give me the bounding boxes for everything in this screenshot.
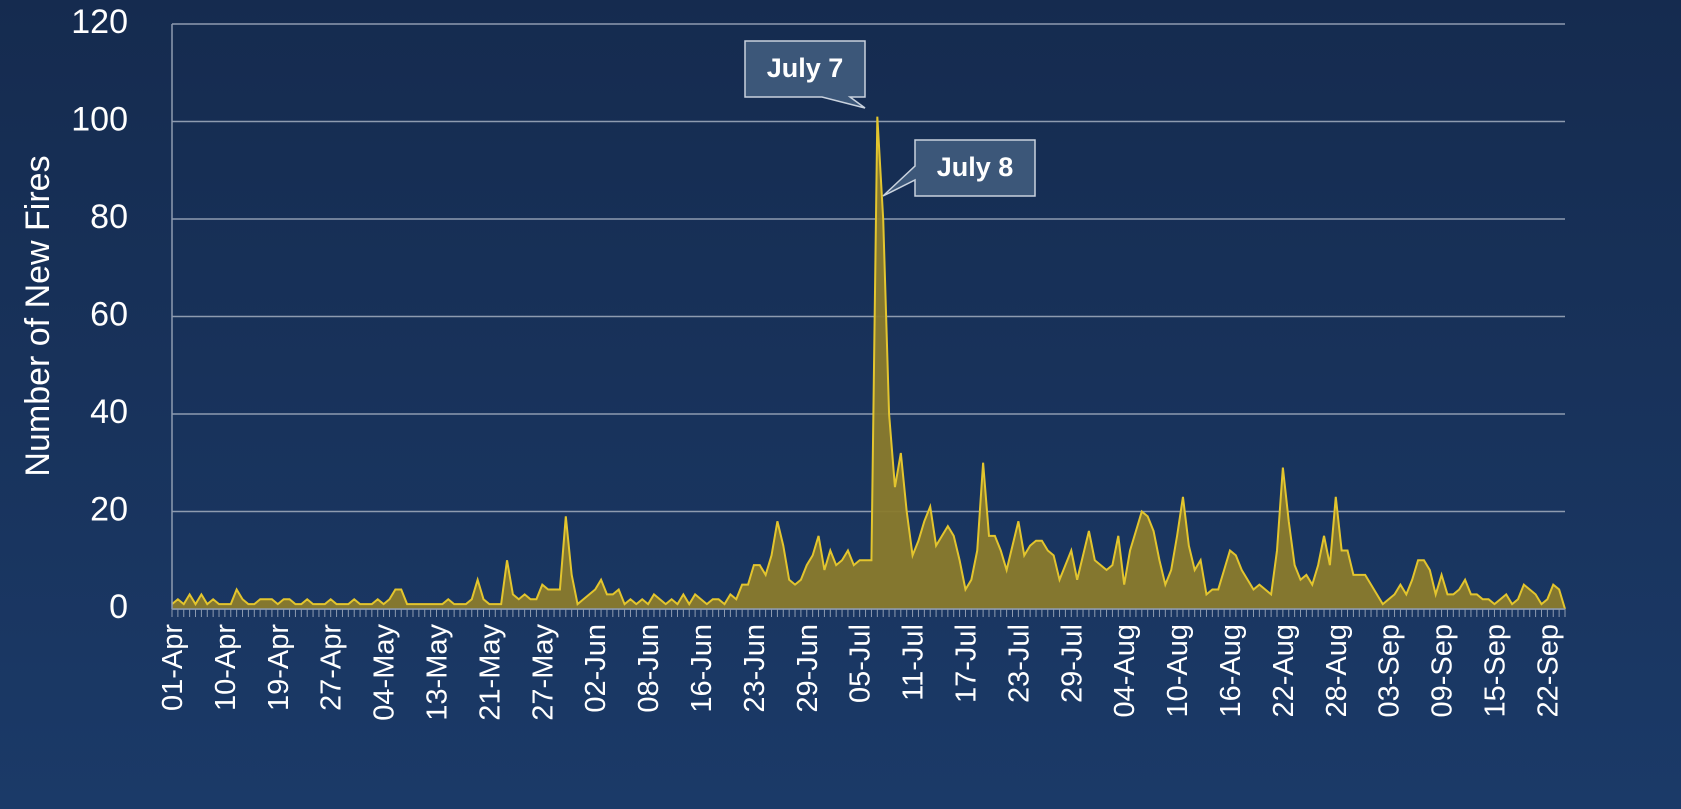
- line: [171, 116, 1566, 610]
- x-minor-ticks: [171, 609, 1566, 617]
- x-tick-label: 08-Jun: [633, 624, 665, 713]
- x-tick-label: 22-Sep: [1532, 624, 1564, 718]
- callout-box: [744, 40, 866, 109]
- x-tick-label: 29-Jul: [1056, 624, 1088, 703]
- y-tick-label: 40: [90, 393, 128, 431]
- y-tick-label: 20: [90, 490, 128, 528]
- y-tick-label: 100: [71, 100, 128, 138]
- x-tick-label: 23-Jun: [739, 624, 771, 713]
- x-tick-label: 23-Jul: [1003, 624, 1035, 703]
- x-tick-label: 01-Apr: [157, 624, 189, 711]
- x-tick-label: 22-Aug: [1268, 624, 1300, 718]
- x-tick-label: 04-Aug: [1109, 624, 1141, 718]
- callout-box: [882, 139, 1036, 197]
- y-tick-label: 0: [109, 588, 128, 626]
- x-tick-label: 13-May: [421, 624, 453, 721]
- x-tick-label: 04-May: [369, 624, 401, 721]
- x-tick-label: 28-Aug: [1321, 624, 1353, 718]
- callout-july-7: July 7: [744, 40, 866, 109]
- plot-area: [171, 116, 1566, 610]
- x-tick-label: 11-Jul: [898, 624, 930, 701]
- annotation: July 8: [937, 152, 1014, 182]
- x-tick-label: 03-Sep: [1374, 624, 1406, 718]
- axes: 0 20 40 60 80 100 120 01-Apr 10-Apr 19-Apr 27-Apr 0…: [71, 3, 1566, 721]
- callout-july-8: July 8: [882, 139, 1036, 197]
- y-tick-label: 80: [90, 198, 128, 236]
- y-tick-label: 120: [71, 3, 128, 41]
- x-tick-label: 27-May: [527, 624, 559, 721]
- x-tick-label: 27-Apr: [316, 624, 348, 711]
- x-tick-label: 17-Jul: [950, 624, 982, 703]
- x-tick-label: 02-Jun: [580, 624, 612, 713]
- x-tick-label: 10-Aug: [1162, 624, 1194, 718]
- y-axis-label: Number of New Fires: [19, 155, 57, 476]
- annotation: July 7: [767, 53, 844, 83]
- x-tick-label: 16-Jun: [686, 624, 718, 713]
- x-tick-label: 09-Sep: [1427, 624, 1459, 718]
- x-tick-label: 15-Sep: [1479, 624, 1511, 718]
- y-tick-label: 60: [90, 295, 128, 333]
- x-tick-label: 19-Apr: [263, 624, 295, 711]
- x-tick-label: 21-May: [474, 624, 506, 721]
- x-tick-label: 05-Jul: [845, 624, 877, 703]
- x-tick-label: 10-Apr: [210, 624, 242, 711]
- x-tick-label: 16-Aug: [1215, 624, 1247, 718]
- x-tick-label: 29-Jun: [792, 624, 824, 713]
